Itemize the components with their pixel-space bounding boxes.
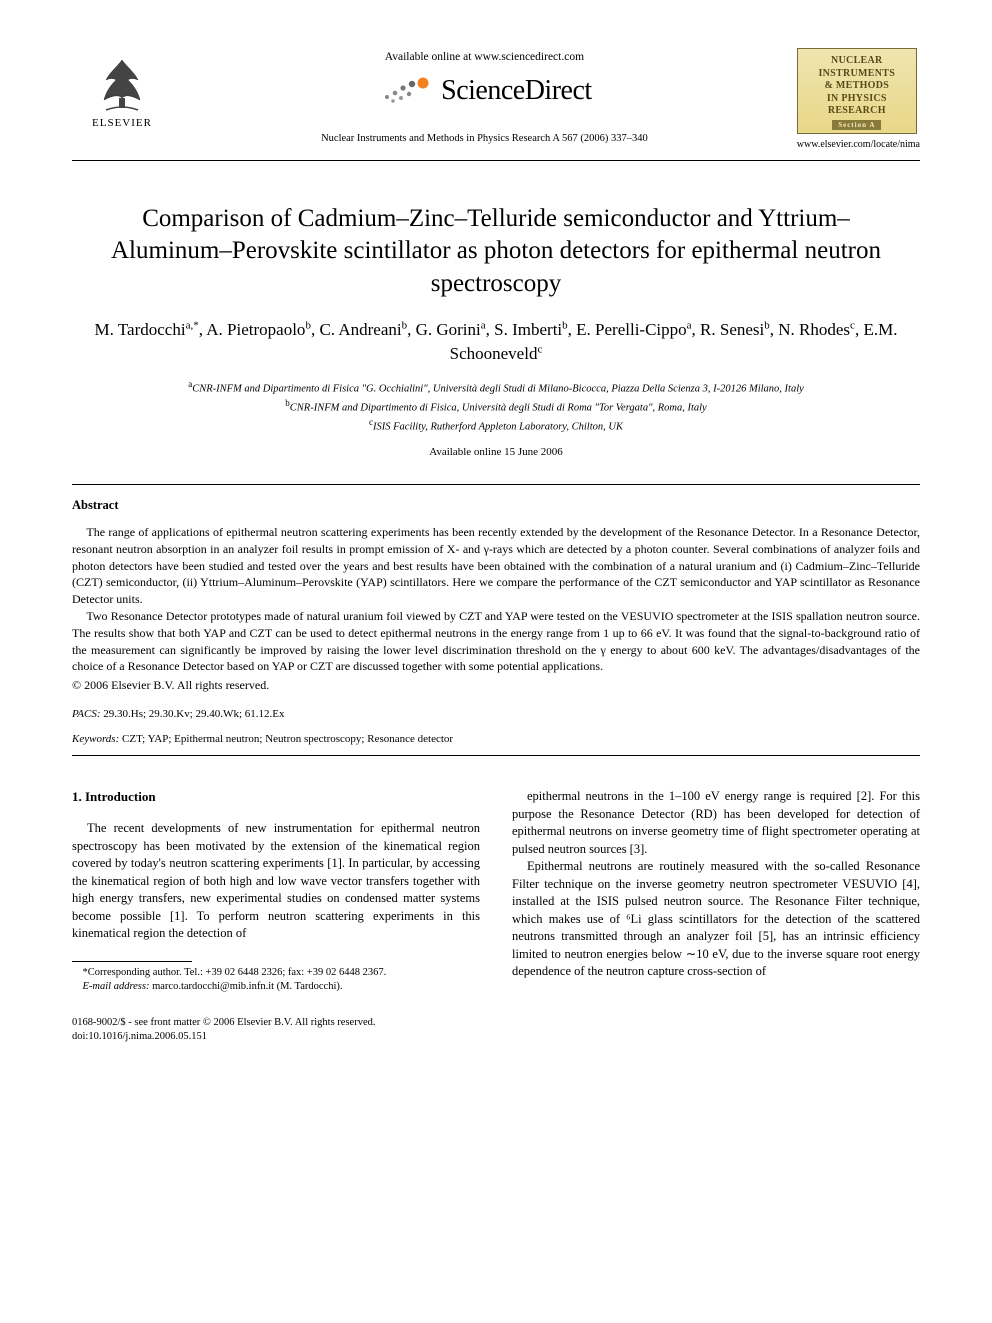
abstract-paragraph: The range of applications of epithermal … [72, 524, 920, 608]
abstract-body: The range of applications of epithermal … [72, 524, 920, 675]
journal-box-wrap: NUCLEAR INSTRUMENTS & METHODS IN PHYSICS… [797, 48, 920, 152]
publisher-logo-block: ELSEVIER [72, 48, 172, 131]
journal-line: IN PHYSICS [802, 93, 912, 106]
right-column: epithermal neutrons in the 1–100 eV ener… [512, 788, 920, 1044]
abstract-heading: Abstract [72, 497, 920, 514]
section-heading-intro: 1. Introduction [72, 788, 480, 806]
author-list: M. Tardocchia,*, A. Pietropaolob, C. And… [92, 318, 900, 366]
journal-line: INSTRUMENTS [802, 68, 912, 81]
doi-line: doi:10.1016/j.nima.2006.05.151 [72, 1030, 480, 1044]
header-rule [72, 160, 920, 161]
affiliation-a: aCNR-INFM and Dipartimento di Fisica "G.… [72, 378, 920, 397]
affiliation-c: cISIS Facility, Rutherford Appleton Labo… [72, 416, 920, 435]
center-header: Available online at www.sciencedirect.co… [172, 48, 797, 146]
abstract-top-rule [72, 484, 920, 485]
body-paragraph: Epithermal neutrons are routinely measur… [512, 858, 920, 981]
pacs-label: PACS: [72, 708, 101, 720]
affiliation-text: ISIS Facility, Rutherford Appleton Labor… [373, 422, 623, 433]
journal-url: www.elsevier.com/locate/nima [797, 138, 920, 152]
email-line: E-mail address: marco.tardocchi@mib.infn… [72, 980, 480, 994]
sciencedirect-logo: ScienceDirect [377, 72, 592, 110]
affiliation-b: bCNR-INFM and Dipartimento di Fisica, Un… [72, 397, 920, 416]
journal-line: RESEARCH [802, 105, 912, 118]
journal-title-box: NUCLEAR INSTRUMENTS & METHODS IN PHYSICS… [797, 48, 917, 134]
sciencedirect-dots-icon [377, 73, 431, 107]
keywords-line: Keywords: CZT; YAP; Epithermal neutron; … [72, 732, 920, 747]
body-paragraph: epithermal neutrons in the 1–100 eV ener… [512, 788, 920, 858]
available-online-text: Available online at www.sciencedirect.co… [172, 50, 797, 66]
sciencedirect-wordmark: ScienceDirect [441, 72, 592, 110]
keywords-label: Keywords: [72, 733, 119, 745]
footnotes: *Corresponding author. Tel.: +39 02 6448… [72, 966, 480, 994]
body-paragraph: The recent developments of new instrumen… [72, 820, 480, 943]
body-columns: 1. Introduction The recent developments … [72, 788, 920, 1044]
email-label: E-mail address: [83, 981, 150, 992]
elsevier-label: ELSEVIER [92, 116, 152, 131]
article-title: Comparison of Cadmium–Zinc–Telluride sem… [102, 203, 890, 301]
available-date: Available online 15 June 2006 [72, 445, 920, 460]
footer-meta: 0168-9002/$ - see front matter © 2006 El… [72, 1016, 480, 1044]
journal-line: & METHODS [802, 80, 912, 93]
journal-section: Section A [832, 120, 881, 131]
footnote-rule [72, 961, 192, 962]
affiliations: aCNR-INFM and Dipartimento di Fisica "G.… [72, 378, 920, 436]
elsevier-tree-icon [92, 54, 152, 114]
corresponding-author: *Corresponding author. Tel.: +39 02 6448… [72, 966, 480, 980]
header: ELSEVIER Available online at www.science… [72, 48, 920, 152]
abstract-bottom-rule [72, 755, 920, 756]
affiliation-text: CNR-INFM and Dipartimento di Fisica, Uni… [290, 402, 707, 413]
pacs-value: 29.30.Hs; 29.30.Kv; 29.40.Wk; 61.12.Ex [103, 708, 284, 720]
keywords-value: CZT; YAP; Epithermal neutron; Neutron sp… [122, 733, 453, 745]
citation-line: Nuclear Instruments and Methods in Physi… [172, 132, 797, 146]
abstract-copyright: © 2006 Elsevier B.V. All rights reserved… [72, 677, 920, 693]
journal-line: NUCLEAR [802, 55, 912, 68]
email-value: marco.tardocchi@mib.infn.it (M. Tardocch… [152, 981, 342, 992]
front-matter-line: 0168-9002/$ - see front matter © 2006 El… [72, 1016, 480, 1030]
left-column: 1. Introduction The recent developments … [72, 788, 480, 1044]
abstract-paragraph: Two Resonance Detector prototypes made o… [72, 608, 920, 675]
pacs-line: PACS: 29.30.Hs; 29.30.Kv; 29.40.Wk; 61.1… [72, 707, 920, 722]
affiliation-text: CNR-INFM and Dipartimento di Fisica "G. … [192, 383, 804, 394]
